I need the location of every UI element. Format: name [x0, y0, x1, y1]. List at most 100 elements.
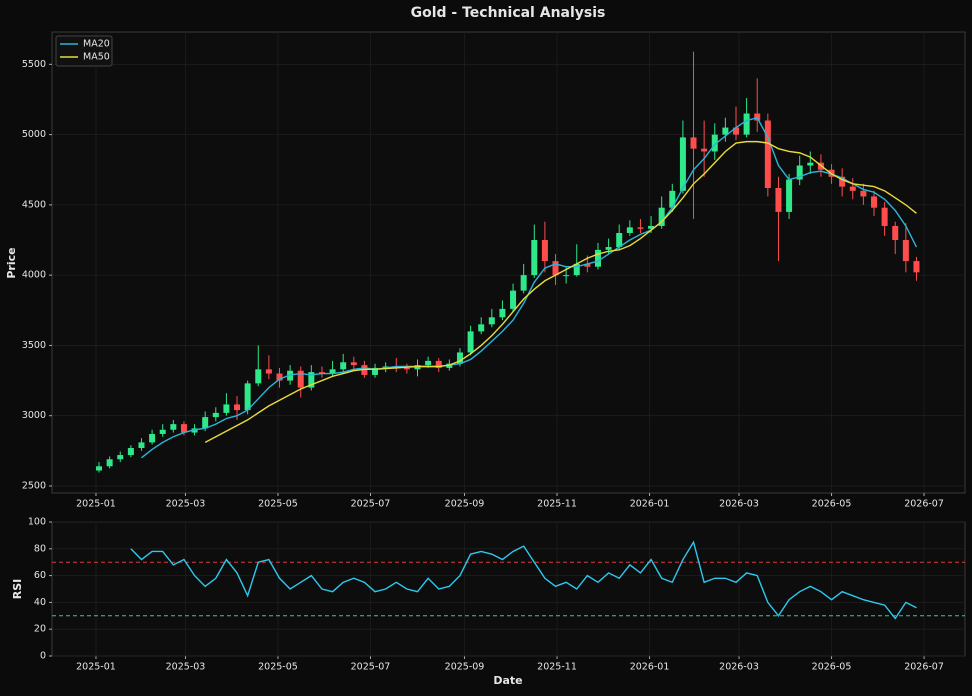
candle-body [244, 383, 251, 411]
candle-body [265, 369, 272, 374]
x-tick-label: 2026-07 [904, 662, 944, 673]
y-tick-label: 3000 [22, 410, 46, 421]
x-tick-label: 2026-07 [904, 499, 944, 510]
candle-body [212, 412, 219, 418]
candle-body [372, 367, 379, 375]
y-tick-label: 80 [34, 543, 46, 554]
candle-body [637, 227, 644, 229]
candle-body [255, 369, 262, 384]
ma-line [204, 140, 917, 444]
candle-body [892, 225, 899, 241]
x-tick-label: 2025-09 [445, 662, 485, 673]
x-tick-label: 2025-01 [76, 662, 116, 673]
candle-body [478, 324, 485, 332]
candle-body [425, 360, 432, 366]
candle-body [743, 113, 750, 135]
candle-body [849, 186, 856, 191]
chart-title: Gold - Technical Analysis [411, 5, 606, 21]
candle-body [839, 176, 846, 187]
candle-body [552, 261, 559, 276]
x-tick-label: 2026-05 [812, 662, 852, 673]
candle-body [796, 165, 803, 180]
y-tick-label: 2500 [22, 480, 46, 491]
candle-body [722, 127, 729, 135]
candle-body [764, 120, 771, 189]
candle-body [403, 367, 410, 370]
x-tick-label: 2025-03 [166, 662, 206, 673]
ma-line [141, 116, 918, 459]
candle-body [658, 207, 665, 226]
candle-body [117, 455, 124, 460]
x-tick-label: 2026-03 [719, 662, 759, 673]
y-tick-label: 0 [40, 651, 46, 662]
candle-body [626, 227, 633, 233]
candle-body [435, 360, 442, 368]
rsi-line [130, 540, 917, 620]
x-tick-label: 2025-05 [258, 662, 298, 673]
candle-body [679, 137, 686, 191]
y-tick-label: 20 [34, 624, 46, 635]
candle-body [467, 331, 474, 353]
y-tick-label: 40 [34, 597, 46, 608]
candle-body [775, 188, 782, 212]
candle-body [149, 433, 156, 443]
candle-body [531, 240, 538, 276]
x-tick-label: 2025-11 [537, 662, 577, 673]
candle-body [350, 362, 357, 366]
x-tick-label: 2026-01 [630, 662, 670, 673]
candle-body [786, 179, 793, 212]
y-tick-label: 100 [28, 517, 46, 528]
candle-body [648, 225, 655, 229]
y-tick-label: 4000 [22, 270, 46, 281]
rsi-panel [51, 521, 966, 657]
candle-body [881, 207, 888, 226]
legend-label: MA20 [83, 39, 110, 50]
candle-body [541, 240, 548, 262]
candle-body [594, 249, 601, 267]
x-tick-label: 2025-07 [351, 499, 391, 510]
price-panel [51, 31, 966, 494]
x-tick-label: 2025-07 [351, 662, 391, 673]
candle-body [584, 263, 591, 267]
candle-body [510, 290, 517, 309]
candle-body [127, 448, 134, 456]
candle-body [573, 263, 580, 276]
candle-body [563, 275, 570, 277]
candle-body [180, 424, 187, 433]
candle-body [913, 261, 920, 273]
x-tick-label: 2026-05 [812, 499, 852, 510]
candle-body [329, 369, 336, 374]
x-tick-label: 2025-09 [445, 499, 485, 510]
candle-body [276, 373, 283, 381]
candle-body [669, 190, 676, 208]
y-tick-label: 3500 [22, 340, 46, 351]
candle-body [106, 459, 113, 467]
candle-body [170, 424, 177, 430]
legend-label: MA50 [83, 52, 110, 63]
x-tick-label: 2025-11 [537, 499, 577, 510]
candle-body [456, 352, 463, 364]
x-tick-label: 2026-01 [630, 499, 670, 510]
x-tick-label: 2026-03 [719, 499, 759, 510]
candle-body [297, 370, 304, 388]
x-axis-label: Date [493, 674, 522, 687]
candle-body [488, 317, 495, 325]
candle-body [138, 442, 145, 449]
candle-body [902, 240, 909, 262]
y-axis-label: Price [5, 247, 18, 278]
candle-body [605, 247, 612, 250]
candle-body [616, 232, 623, 248]
candle-body [711, 134, 718, 152]
x-tick-label: 2025-05 [258, 499, 298, 510]
candle-body [860, 190, 867, 197]
candle-body [308, 372, 315, 388]
y-tick-label: 5000 [22, 129, 46, 140]
y-tick-label: 60 [34, 570, 46, 581]
candle-body [234, 404, 241, 411]
candle-body [871, 196, 878, 208]
y-tick-label: 5500 [22, 59, 46, 70]
x-tick-label: 2025-03 [166, 499, 206, 510]
candle-body [499, 308, 506, 318]
